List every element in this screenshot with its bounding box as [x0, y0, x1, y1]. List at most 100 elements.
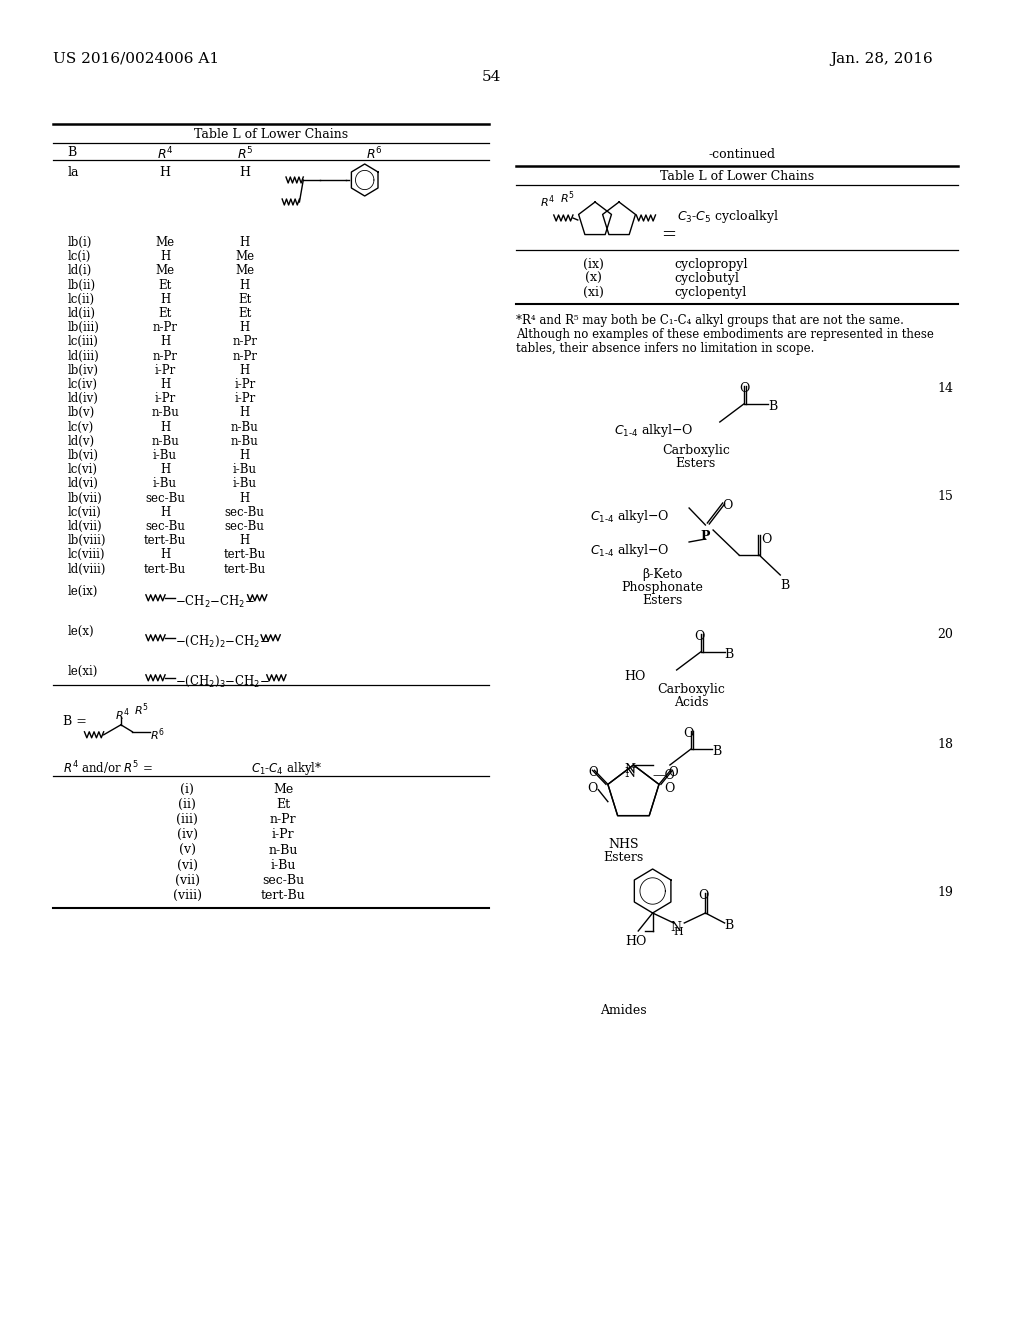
Text: H: H	[240, 236, 250, 249]
Text: lc(vi): lc(vi)	[68, 463, 97, 477]
Text: $R^4$ and/or $R^5$ =: $R^4$ and/or $R^5$ =	[63, 760, 154, 777]
Text: (iii): (iii)	[176, 813, 198, 826]
Text: lb(iii): lb(iii)	[68, 321, 99, 334]
Text: Although no examples of these embodiments are represented in these: Although no examples of these embodiment…	[516, 327, 934, 341]
Text: la: la	[68, 166, 79, 180]
Text: O: O	[739, 381, 750, 395]
Text: 54: 54	[481, 70, 501, 84]
Text: cyclobutyl: cyclobutyl	[675, 272, 739, 285]
Text: (ii): (ii)	[178, 799, 196, 810]
Text: Me: Me	[236, 264, 254, 277]
Text: $C_{1\text{-}4}$ alkyl$-$O: $C_{1\text{-}4}$ alkyl$-$O	[590, 543, 670, 558]
Text: i-Pr: i-Pr	[155, 364, 176, 376]
Text: O: O	[664, 783, 674, 796]
Text: H: H	[240, 166, 250, 180]
Text: ld(ii): ld(ii)	[68, 308, 95, 319]
Text: H: H	[240, 407, 250, 420]
Text: lb(vii): lb(vii)	[68, 491, 102, 504]
Text: H: H	[240, 364, 250, 376]
Text: i-Bu: i-Bu	[153, 449, 177, 462]
Text: B: B	[68, 147, 77, 158]
Text: $R^5$: $R^5$	[560, 189, 575, 206]
Text: lc(iv): lc(iv)	[68, 378, 97, 391]
Text: H: H	[240, 449, 250, 462]
Text: H: H	[160, 548, 170, 561]
Text: tert-Bu: tert-Bu	[144, 562, 186, 576]
Text: (xi): (xi)	[583, 286, 603, 300]
Text: H: H	[160, 251, 170, 263]
Text: Et: Et	[239, 293, 251, 306]
Text: N: N	[624, 767, 635, 780]
Text: *R⁴ and R⁵ may both be C₁-C₄ alkyl groups that are not the same.: *R⁴ and R⁵ may both be C₁-C₄ alkyl group…	[516, 314, 904, 327]
Text: Et: Et	[159, 279, 172, 292]
Text: i-Pr: i-Pr	[155, 392, 176, 405]
Text: $R^6$: $R^6$	[366, 147, 383, 162]
Text: (x): (x)	[585, 272, 601, 285]
Text: n-Pr: n-Pr	[153, 321, 177, 334]
Text: cyclopentyl: cyclopentyl	[675, 286, 746, 300]
Text: n-Pr: n-Pr	[232, 335, 257, 348]
Text: ld(i): ld(i)	[68, 264, 91, 277]
Text: (ix): (ix)	[583, 257, 603, 271]
Text: HO: HO	[624, 671, 645, 682]
Text: Table L of Lower Chains: Table L of Lower Chains	[660, 170, 814, 183]
Text: lb(i): lb(i)	[68, 236, 91, 249]
Text: $R^4$: $R^4$	[157, 147, 173, 162]
Text: 14: 14	[937, 381, 953, 395]
Text: le(xi): le(xi)	[68, 665, 97, 677]
Text: H: H	[160, 463, 170, 477]
Text: Table L of Lower Chains: Table L of Lower Chains	[194, 128, 348, 141]
Text: O: O	[761, 533, 771, 546]
Text: sec-Bu: sec-Bu	[262, 874, 304, 887]
Text: lc(viii): lc(viii)	[68, 548, 104, 561]
Text: Me: Me	[156, 236, 175, 249]
Text: (i): (i)	[180, 783, 195, 796]
Text: β-Keto: β-Keto	[642, 568, 682, 581]
Text: 15: 15	[937, 490, 953, 503]
Text: $-$(CH$_2$)$_2$$-$CH$_2$$-$: $-$(CH$_2$)$_2$$-$CH$_2$$-$	[175, 634, 269, 649]
Text: n-Bu: n-Bu	[268, 843, 298, 857]
Text: tert-Bu: tert-Bu	[261, 890, 305, 902]
Text: O: O	[669, 767, 678, 779]
Text: i-Pr: i-Pr	[234, 392, 255, 405]
Text: sec-Bu: sec-Bu	[145, 491, 185, 504]
Text: lc(iii): lc(iii)	[68, 335, 98, 348]
Text: Jan. 28, 2016: Jan. 28, 2016	[830, 51, 933, 66]
Text: H: H	[240, 279, 250, 292]
Text: $C_3$-$C_5$ cycloalkyl: $C_3$-$C_5$ cycloalkyl	[677, 209, 778, 224]
Text: (viii): (viii)	[173, 890, 202, 902]
Text: lc(v): lc(v)	[68, 421, 93, 433]
Text: Esters: Esters	[676, 457, 716, 470]
Text: sec-Bu: sec-Bu	[145, 520, 185, 533]
Text: tert-Bu: tert-Bu	[144, 535, 186, 548]
Text: B: B	[725, 919, 734, 932]
Text: Me: Me	[273, 783, 293, 796]
Text: Et: Et	[276, 799, 290, 810]
Text: ld(vi): ld(vi)	[68, 478, 98, 491]
Text: tert-Bu: tert-Bu	[223, 548, 266, 561]
Text: cyclopropyl: cyclopropyl	[675, 257, 749, 271]
Text: n-Pr: n-Pr	[153, 350, 177, 363]
Text: i-Pr: i-Pr	[271, 829, 295, 841]
Text: lb(iv): lb(iv)	[68, 364, 98, 376]
Text: n-Bu: n-Bu	[152, 434, 179, 447]
Text: i-Bu: i-Bu	[153, 478, 177, 491]
Text: (iv): (iv)	[177, 829, 198, 841]
Text: B: B	[768, 400, 777, 413]
Text: $R^6$: $R^6$	[150, 727, 165, 743]
Text: NHS: NHS	[608, 838, 639, 851]
Text: n-Bu: n-Bu	[230, 421, 259, 433]
Text: H: H	[160, 506, 170, 519]
Text: N: N	[670, 921, 681, 935]
Text: 20: 20	[937, 628, 953, 642]
Text: lc(i): lc(i)	[68, 251, 90, 263]
Text: -continued: -continued	[709, 148, 775, 161]
Text: le(x): le(x)	[68, 624, 94, 638]
Text: tables, their absence infers no limitation in scope.: tables, their absence infers no limitati…	[516, 342, 815, 355]
Text: $-$(CH$_2$)$_3$$-$CH$_2$$-$: $-$(CH$_2$)$_3$$-$CH$_2$$-$	[175, 673, 269, 689]
Text: Carboxylic: Carboxylic	[662, 444, 730, 457]
Text: n-Pr: n-Pr	[269, 813, 296, 826]
Text: Et: Et	[239, 308, 251, 319]
Text: (vi): (vi)	[177, 859, 198, 871]
Text: H: H	[160, 378, 170, 391]
